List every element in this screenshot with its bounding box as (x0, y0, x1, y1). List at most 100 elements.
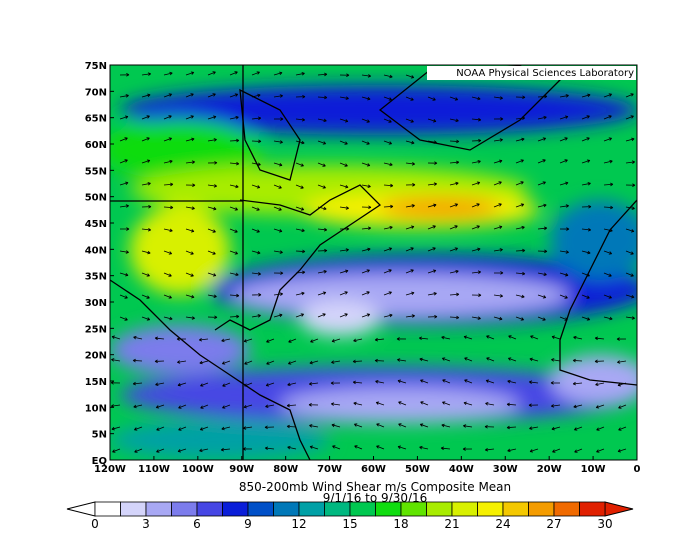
wind-arrow (449, 139, 460, 144)
wind-arrow (463, 335, 473, 340)
wind-arrow (141, 294, 150, 299)
wind-arrow (405, 291, 415, 296)
wind-arrow (317, 72, 328, 77)
wind-arrow (581, 159, 591, 164)
wind-arrow (266, 360, 275, 365)
wind-arrow (163, 205, 174, 210)
wind-arrow (419, 423, 429, 428)
wind-arrow (177, 448, 187, 453)
wind-arrow (352, 359, 363, 364)
wind-arrow (441, 423, 451, 428)
wind-arrow (506, 425, 517, 430)
wind-arrow (441, 357, 451, 362)
wind-arrow (207, 315, 218, 320)
wind-arrow (603, 182, 614, 187)
wind-arrow (354, 445, 363, 450)
wind-arrow (550, 381, 561, 385)
wind-arrow (295, 140, 305, 145)
wind-arrow (361, 269, 370, 274)
wind-arrow (529, 357, 539, 362)
wind-arrow (427, 247, 436, 252)
wind-arrow (185, 71, 195, 76)
wind-arrow (207, 184, 218, 188)
wind-arrow (375, 401, 385, 406)
wind-arrow (383, 183, 394, 188)
wind-arrow (419, 357, 429, 362)
wind-arrow (119, 181, 129, 186)
wind-arrow (572, 381, 583, 386)
wind-arrow (617, 360, 627, 364)
wind-arrow (119, 73, 130, 77)
wind-arrow (471, 96, 481, 101)
wind-arrow (251, 184, 261, 189)
colorbar-swatch (120, 501, 147, 517)
wind-arrow (603, 115, 612, 120)
wind-arrow (141, 93, 151, 98)
wind-arrow (449, 160, 460, 165)
wind-arrow (551, 335, 561, 340)
wind-arrow (207, 115, 217, 120)
wind-arrow (537, 115, 547, 120)
colorbar-label: 0 (91, 517, 99, 531)
wind-arrow (229, 161, 240, 166)
lon-label: 90W (229, 464, 254, 475)
wind-arrow (317, 206, 327, 211)
wind-arrow (427, 203, 437, 208)
wind-arrow (515, 203, 525, 208)
wind-arrow (559, 227, 570, 231)
wind-arrow (251, 71, 260, 76)
colorbar-label: 6 (193, 517, 201, 531)
wind-arrow (229, 115, 239, 120)
wind-arrow (229, 272, 239, 277)
wind-arrow (317, 269, 327, 274)
wind-arrow (134, 448, 143, 453)
wind-arrow (273, 94, 283, 98)
wind-arrow (515, 294, 525, 299)
wind-arrow (361, 247, 371, 252)
wind-arrow (361, 162, 371, 167)
wind-arrow (361, 118, 370, 123)
wind-arrow (405, 74, 415, 79)
wind-arrow (222, 382, 231, 387)
wind-arrow (200, 382, 209, 387)
wind-arrow (199, 448, 209, 453)
wind-arrow (528, 403, 539, 407)
wind-arrow (617, 448, 627, 453)
wind-arrow (163, 294, 172, 299)
wind-arrow (581, 204, 592, 209)
colorbar-swatch (400, 501, 427, 517)
wind-arrow (119, 316, 128, 321)
wind-arrow (251, 139, 262, 144)
wind-arrow (507, 357, 517, 362)
wind-arrow (317, 184, 326, 189)
wind-arrow (251, 272, 262, 276)
wind-arrow (537, 159, 546, 164)
wind-arrow (581, 227, 592, 232)
wind-arrow (308, 382, 319, 386)
colorbar-swatch (145, 501, 172, 517)
wind-arrow (273, 184, 282, 189)
colorbar-label: 24 (495, 517, 510, 531)
lon-label: 80W (273, 464, 298, 475)
wind-arrow (119, 115, 129, 120)
wind-arrow (353, 401, 363, 406)
map-subtitle: 9/1/16 to 9/30/16 (323, 491, 428, 505)
colorbar-swatch (247, 501, 274, 517)
lat-label: 55N (85, 166, 107, 177)
wind-arrow (471, 247, 481, 252)
colorbar-label: 21 (444, 517, 459, 531)
wind-arrow (163, 228, 173, 233)
colorbar-swatch (171, 501, 198, 517)
wind-arrow (625, 160, 636, 164)
wind-arrow (383, 204, 394, 209)
wind-arrow (574, 448, 583, 453)
colorbar-swatch (553, 501, 580, 517)
wind-arrow (559, 115, 569, 120)
wind-arrow (273, 117, 284, 121)
wind-arrow (537, 316, 546, 321)
wind-arrow (383, 118, 392, 123)
wind-arrow (594, 359, 605, 364)
wind-arrow (515, 181, 524, 186)
wind-arrow (207, 294, 217, 298)
wind-arrow (273, 228, 283, 233)
